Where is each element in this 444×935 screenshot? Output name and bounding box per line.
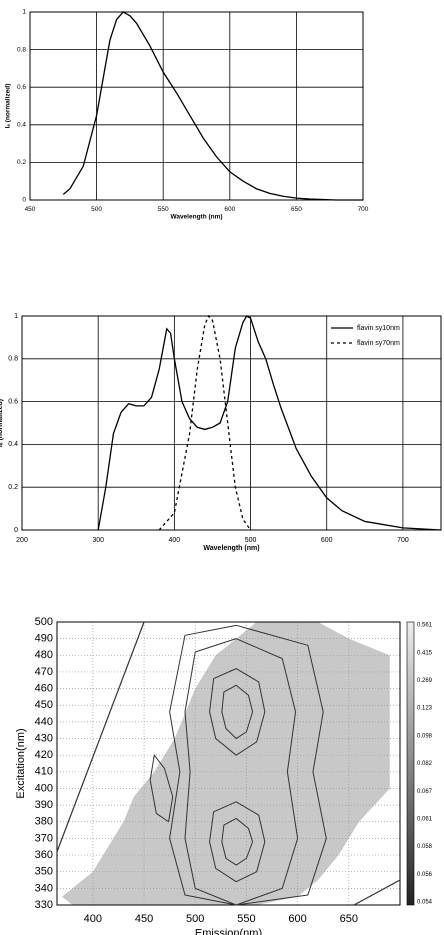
x-tick-label: 500	[245, 537, 257, 544]
y-axis-label: Iₑ (normalized)	[5, 84, 12, 129]
x-tick-label: 400	[169, 537, 181, 544]
plot-frame	[56, 621, 401, 906]
colorbar-label: 0.561	[417, 623, 433, 629]
x-tick-label: 650	[291, 206, 302, 213]
colorbar-label: 0.067	[417, 789, 433, 795]
contour-line	[149, 754, 174, 823]
y-tick-label: 0.4	[8, 441, 18, 448]
x-tick-label: 400	[84, 913, 102, 925]
colorbar-label: 0.123	[417, 706, 433, 712]
y-tick-label: 350	[35, 866, 53, 878]
contour-line	[209, 801, 266, 883]
contour-line	[184, 638, 299, 906]
data-line	[97, 315, 442, 531]
contour-line	[169, 624, 327, 906]
contour-line	[209, 668, 266, 756]
x-tick-label: 450	[135, 913, 153, 925]
y-axis-label: Excitation(nm)	[15, 728, 27, 798]
x-tick-label: 700	[358, 206, 369, 213]
y-tick-label: 1	[14, 313, 18, 320]
chart: 200 300 400 500 600 700 0 0.2 0.4 0.6 0.8 1 Waveleng…	[0, 313, 442, 552]
y-tick-label: 370	[35, 832, 53, 844]
plot-frame	[29, 11, 364, 201]
y-tick-label: 400	[35, 782, 53, 794]
y-tick-label: 490	[35, 633, 53, 645]
y-tick-label: 430	[35, 732, 53, 744]
y-axis-label: Iₑ (normalized)	[0, 399, 4, 447]
contour-line	[221, 817, 254, 866]
y-tick-label: 340	[35, 882, 53, 894]
y-tick-label: 410	[35, 766, 53, 778]
legend-label: flavin sy10nm	[357, 325, 400, 332]
x-tick-label: 200	[16, 537, 28, 544]
y-tick-label: 0.2	[8, 484, 18, 491]
y-tick-label: 1	[22, 9, 26, 16]
y-tick-label: 390	[35, 799, 53, 811]
x-tick-label: 650	[340, 913, 358, 925]
chart: 450 500 550 600 650 700 0 0.2 0.4 0.6 0.8 1 Waveleng…	[5, 9, 369, 221]
x-axis-label: Emission(nm)	[195, 928, 262, 935]
y-tick-label: 0.6	[8, 398, 18, 405]
x-tick-label: 600	[288, 913, 306, 925]
x-axis-label: Wavelength (nm)	[170, 214, 222, 221]
y-tick-label: 0.2	[17, 159, 26, 166]
x-tick-label: 600	[224, 206, 235, 213]
x-tick-label: 500	[186, 913, 204, 925]
contour-line	[221, 684, 254, 740]
x-tick-label: 300	[92, 537, 104, 544]
colorbar-label: 0.269	[417, 678, 433, 684]
y-tick-label: 480	[35, 649, 53, 661]
y-tick-label: 0.8	[17, 46, 26, 53]
y-tick-label: 330	[35, 899, 53, 911]
x-tick-label: 700	[397, 537, 409, 544]
data-line	[158, 314, 252, 531]
x-axis-label: Wavelength (nm)	[203, 545, 259, 552]
colorbar-label: 0.098	[417, 733, 433, 739]
y-tick-label: 380	[35, 816, 53, 828]
data-line	[62, 11, 363, 201]
y-tick-label: 0.8	[8, 356, 18, 363]
y-tick-label: 460	[35, 682, 53, 694]
plot-frame	[21, 315, 442, 531]
colorbar-label: 0.054	[417, 900, 433, 906]
x-tick-label: 550	[158, 206, 169, 213]
y-tick-label: 470	[35, 666, 53, 678]
y-tick-label: 0.6	[17, 84, 26, 91]
y-tick-label: 360	[35, 849, 53, 861]
y-tick-label: 0.4	[17, 122, 26, 129]
x-tick-label: 550	[237, 913, 255, 925]
colorbar-label: 0.061	[417, 816, 433, 822]
scatter-line	[353, 879, 401, 906]
scatter-line	[56, 621, 145, 852]
y-tick-label: 0	[14, 527, 18, 534]
colorbar	[406, 621, 415, 906]
y-tick-label: 450	[35, 699, 53, 711]
y-tick-label: 440	[35, 716, 53, 728]
x-tick-label: 600	[321, 537, 333, 544]
chart: 400 450 500 550 600 650 330 340 350 360 370 380 390 4…	[15, 616, 433, 935]
y-tick-label: 0	[22, 197, 26, 204]
y-tick-label: 420	[35, 749, 53, 761]
shaded-region	[62, 622, 390, 905]
colorbar-label: 0.415	[417, 650, 433, 656]
y-tick-label: 500	[35, 616, 53, 628]
x-tick-label: 500	[91, 206, 102, 213]
colorbar-label: 0.058	[417, 844, 433, 850]
x-tick-label: 450	[25, 206, 36, 213]
legend-label: flavin sy70nm	[357, 340, 400, 347]
colorbar-label: 0.082	[417, 761, 433, 767]
colorbar-label: 0.056	[417, 872, 433, 878]
